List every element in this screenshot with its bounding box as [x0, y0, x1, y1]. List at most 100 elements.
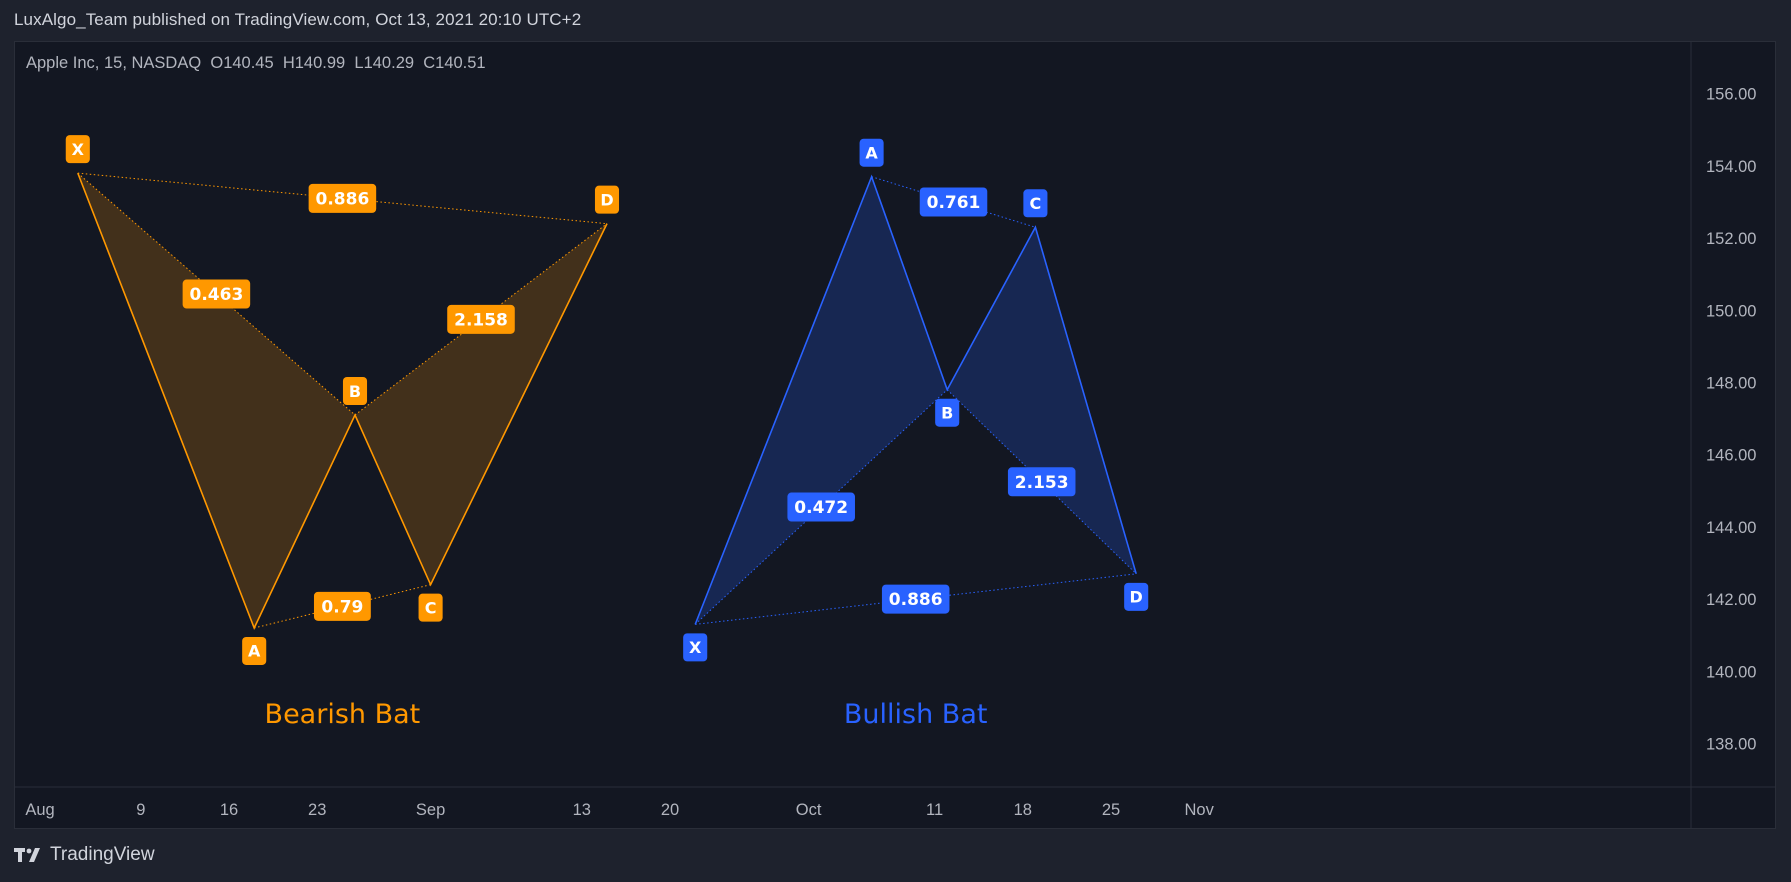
open-label: O [210, 54, 224, 72]
point-label-C-text: C [425, 598, 437, 617]
point-label-B: B [935, 398, 960, 427]
price-tick-label: 154.00 [1706, 158, 1756, 176]
price-tick-label: 156.00 [1706, 86, 1756, 104]
ratio-label-XB-text: 0.463 [190, 285, 244, 305]
ratio-label-AC-text: 0.79 [321, 597, 363, 617]
ratio-label-XB-text: 0.472 [794, 498, 848, 518]
point-label-D: D [1124, 582, 1149, 611]
point-label-X-text: X [72, 140, 85, 159]
price-tick-label: 142.00 [1706, 591, 1756, 609]
ratio-label-XB: 0.463 [182, 279, 251, 309]
point-label-X: X [683, 633, 708, 662]
time-tick-label: Oct [796, 801, 822, 819]
time-tick-label: Nov [1185, 801, 1215, 819]
price-tick-label: 152.00 [1706, 230, 1756, 248]
triangle-xab [77, 173, 356, 628]
ratio-label-AC-box [313, 591, 371, 621]
point-label-X-box [683, 633, 708, 662]
price-tick-label: 144.00 [1706, 519, 1756, 537]
point-label-A: A [242, 636, 267, 665]
point-label-A-box [242, 636, 267, 665]
open-value: 140.45 [223, 54, 274, 72]
point-label-C-box [418, 593, 443, 622]
ratio-label-XB-box [787, 492, 855, 522]
point-label-A-text: A [865, 143, 878, 162]
pattern-legs [77, 172, 608, 631]
price-tick-label: 146.00 [1706, 447, 1756, 465]
pattern-bearish: 0.463 0.79 2.158 0.886 X A B C D Bearish Bat [65, 135, 620, 730]
ratio-label-XD-text: 0.886 [316, 190, 370, 210]
ratio-label-AC: 0.79 [313, 591, 371, 621]
ratio-label-XD-box [308, 183, 377, 213]
point-label-B-box [342, 376, 368, 405]
ratio-label-AC: 0.761 [919, 187, 988, 217]
low-label: L [354, 54, 364, 72]
ratio-label-AC-box [919, 187, 988, 217]
price-tick-label: 148.00 [1706, 375, 1756, 393]
point-label-B-text: B [349, 382, 361, 401]
point-label-D-box [1124, 582, 1149, 611]
point-label-C: C [418, 593, 443, 622]
time-tick-label: 25 [1102, 801, 1120, 819]
point-label-X-text: X [689, 638, 702, 657]
price-tick-label: 150.00 [1706, 302, 1756, 320]
chart-panel[interactable] [14, 41, 1776, 829]
ratio-line-AC [871, 176, 1036, 228]
point-label-D-box [594, 185, 620, 214]
published-caption: LuxAlgo_Team published on TradingView.co… [14, 10, 582, 29]
ratio-label-BD-box [447, 304, 515, 334]
ratio-label-XD: 0.886 [881, 584, 950, 614]
point-label-D: D [594, 185, 620, 214]
time-tick-label: 9 [136, 801, 145, 819]
ratio-label-XB-box [182, 279, 251, 309]
tradingview-brand: TradingView [50, 844, 155, 865]
ratio-label-AC-text: 0.761 [927, 193, 981, 213]
time-tick-label: Aug [25, 801, 54, 819]
tradingview-logo[interactable]: TradingView [14, 844, 155, 866]
point-label-X: X [65, 135, 90, 164]
time-tick-label: Sep [416, 801, 445, 819]
pattern-bullish: 0.472 0.761 2.153 0.886 X A B C D Bullish Bat [683, 138, 1149, 730]
ratio-label-BD: 2.158 [447, 304, 515, 334]
tradingview-logo-icon [14, 848, 40, 862]
ratio-label-XB: 0.472 [787, 492, 855, 522]
time-tick-label: 13 [573, 801, 591, 819]
symbol-name: Apple Inc, 15, NASDAQ [26, 54, 202, 72]
price-tick-label: 138.00 [1706, 736, 1756, 754]
point-label-D-text: D [600, 190, 613, 209]
symbol-legend: Apple Inc, 15, NASDAQ O140.45 H140.99 L1… [26, 54, 486, 73]
ratio-label-XD-text: 0.886 [889, 590, 943, 610]
ratio-label-XD: 0.886 [308, 183, 377, 213]
time-tick-label: 16 [220, 801, 238, 819]
ratio-line-BD [354, 223, 608, 416]
close-value: 140.51 [435, 54, 486, 72]
ratio-label-XD-box [881, 584, 950, 614]
triangle-xab [695, 176, 948, 625]
ratio-line-XD [77, 172, 608, 225]
point-label-B-box [935, 398, 960, 427]
point-label-A: A [859, 138, 884, 167]
triangle-bcd [355, 223, 607, 585]
price-tick-label: 140.00 [1706, 663, 1756, 681]
point-label-C: C [1023, 189, 1048, 218]
triangle-bcd [947, 227, 1137, 574]
time-tick-label: 23 [308, 801, 326, 819]
high-label: H [282, 54, 295, 72]
point-label-C-text: C [1030, 194, 1042, 213]
point-label-B-text: B [941, 403, 953, 422]
point-label-D-text: D [1130, 588, 1143, 607]
ratio-label-BD: 2.153 [1007, 467, 1076, 497]
high-value: 140.99 [294, 54, 346, 72]
pattern-title: Bullish Bat [844, 699, 988, 730]
point-label-X-box [65, 135, 90, 164]
ratio-label-BD-text: 2.153 [1015, 473, 1069, 493]
pattern-title: Bearish Bat [265, 699, 421, 730]
chart-axes: 138.00 140.00 142.00 144.00 146.00 148.00 150.… [15, 42, 1775, 828]
time-tick-label: 18 [1014, 801, 1032, 819]
ratio-line-XB [77, 172, 356, 416]
low-value: 140.29 [363, 54, 415, 72]
point-label-C-box [1023, 189, 1048, 218]
ratio-label-BD-text: 2.158 [454, 310, 508, 330]
point-label-B: B [342, 376, 368, 405]
